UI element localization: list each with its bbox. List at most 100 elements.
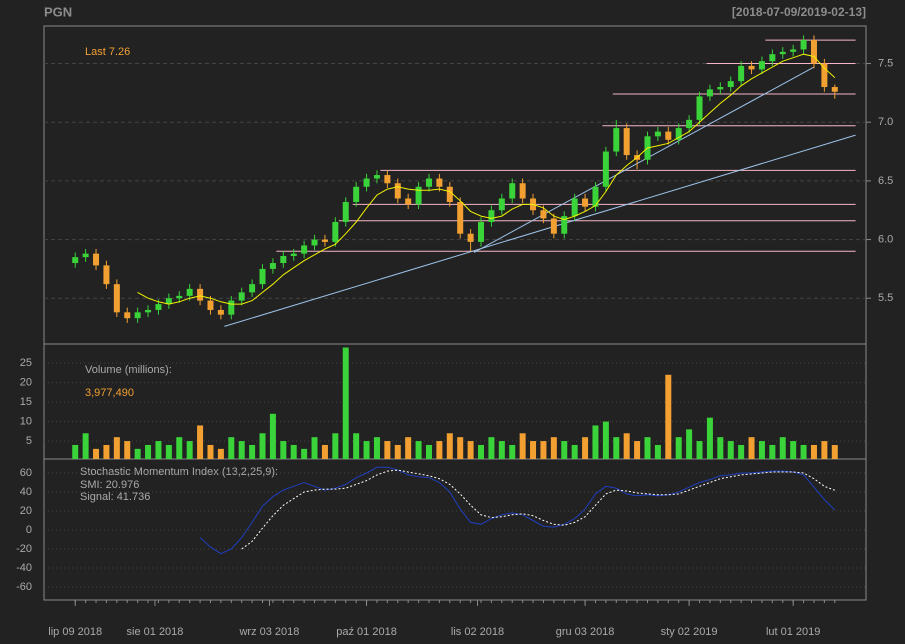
candle-body bbox=[821, 63, 828, 88]
candle-body bbox=[582, 198, 589, 207]
volume-bar bbox=[478, 444, 485, 459]
candle-body bbox=[706, 89, 713, 97]
smi-title: Stochastic Momentum Index (13,2,25,9): bbox=[80, 466, 278, 478]
last-price: Last 7.26 bbox=[85, 46, 130, 58]
candle-body bbox=[519, 183, 526, 199]
x-tick-label: sty 02 2019 bbox=[661, 626, 718, 638]
candle-body bbox=[280, 255, 287, 264]
volume-bar bbox=[72, 444, 79, 459]
volume-bar bbox=[717, 437, 724, 459]
volume-bar bbox=[810, 444, 817, 459]
volume-bar bbox=[634, 441, 641, 459]
volume-bar bbox=[509, 444, 516, 459]
volume-bar bbox=[425, 444, 432, 459]
candle-body bbox=[207, 300, 214, 310]
volume-bar bbox=[706, 417, 713, 459]
candle-body bbox=[72, 257, 79, 264]
candle-body bbox=[113, 284, 120, 313]
candle-body bbox=[353, 186, 360, 203]
volume-bar bbox=[405, 437, 412, 459]
candle-body bbox=[373, 175, 380, 179]
candle-body bbox=[550, 218, 557, 234]
volume-bar bbox=[290, 444, 297, 459]
candle-body bbox=[405, 198, 412, 205]
y-tick-label: 20 bbox=[20, 376, 32, 388]
volume-bar bbox=[769, 444, 776, 459]
volume-bar bbox=[363, 441, 370, 459]
volume-bar bbox=[134, 448, 141, 459]
candle-body bbox=[259, 268, 266, 285]
candle-body bbox=[321, 239, 328, 242]
candle-body bbox=[696, 96, 703, 120]
y-tick-label: 6.5 bbox=[878, 175, 893, 187]
candle-body bbox=[665, 131, 672, 140]
volume-bar bbox=[748, 437, 755, 459]
volume-bar bbox=[446, 433, 453, 459]
volume-bar bbox=[373, 437, 380, 459]
volume-bar bbox=[415, 441, 422, 459]
volume-bar bbox=[103, 444, 110, 459]
chart-title: PGN bbox=[44, 4, 72, 19]
candle-body bbox=[415, 186, 422, 205]
candle-body bbox=[124, 312, 131, 319]
volume-bar bbox=[217, 448, 224, 459]
y-tick-label: 25 bbox=[20, 357, 32, 369]
volume-bar bbox=[124, 441, 131, 459]
candle-body bbox=[384, 175, 391, 184]
volume-bar bbox=[467, 441, 474, 459]
x-tick-label: lip 09 2018 bbox=[48, 626, 102, 638]
candle-body bbox=[571, 198, 578, 217]
candle-body bbox=[186, 288, 193, 296]
series-line bbox=[241, 469, 835, 550]
volume-bar bbox=[779, 437, 786, 459]
x-tick-label: lis 02 2018 bbox=[451, 626, 504, 638]
candle-body bbox=[301, 245, 308, 254]
volume-bar bbox=[592, 425, 599, 459]
volume-bar bbox=[93, 448, 100, 459]
y-tick-label: 5 bbox=[26, 435, 32, 447]
candle-body bbox=[717, 87, 724, 90]
volume-bar bbox=[332, 433, 339, 459]
candle-body bbox=[342, 202, 349, 222]
candle-body bbox=[82, 253, 89, 258]
volume-bar bbox=[738, 444, 745, 459]
candle-body bbox=[613, 128, 620, 152]
y-tick-label: 0 bbox=[26, 524, 32, 536]
y-tick-label: 5.5 bbox=[878, 292, 893, 304]
candle-body bbox=[727, 81, 734, 88]
volume-bar bbox=[582, 437, 589, 459]
candle-body bbox=[779, 51, 786, 55]
candle-body bbox=[197, 288, 204, 301]
y-tick-label: 7.5 bbox=[878, 57, 893, 69]
candle-body bbox=[93, 253, 100, 266]
candle-body bbox=[758, 61, 765, 70]
candle-body bbox=[488, 210, 495, 222]
candle-body bbox=[457, 202, 464, 234]
sma-line bbox=[137, 53, 836, 305]
volume-bar bbox=[790, 441, 797, 459]
volume-bar bbox=[519, 433, 526, 459]
date-range: [2018-07-09/2019-02-13] bbox=[732, 5, 866, 19]
candle-body bbox=[675, 128, 682, 140]
volume-bar bbox=[561, 441, 568, 459]
y-tick-label: 7.0 bbox=[878, 116, 893, 128]
volume-bar bbox=[571, 444, 578, 459]
volume-bar bbox=[342, 347, 349, 459]
candle-body bbox=[686, 119, 693, 129]
volume-bar bbox=[758, 441, 765, 459]
volume-bar bbox=[311, 437, 318, 459]
candle-body bbox=[145, 309, 152, 313]
x-tick-label: paź 01 2018 bbox=[336, 626, 397, 638]
y-tick-label: 40 bbox=[20, 486, 32, 498]
candle-body bbox=[561, 216, 568, 234]
volume-bar bbox=[249, 444, 256, 459]
legend-entry: Signal: 41.736 bbox=[80, 491, 150, 503]
volume-bar bbox=[623, 433, 630, 459]
volume-bar bbox=[228, 437, 235, 459]
candle-body bbox=[810, 40, 817, 64]
volume-bar bbox=[488, 437, 495, 459]
y-tick-label: -40 bbox=[16, 562, 32, 574]
candle-body bbox=[800, 40, 807, 50]
